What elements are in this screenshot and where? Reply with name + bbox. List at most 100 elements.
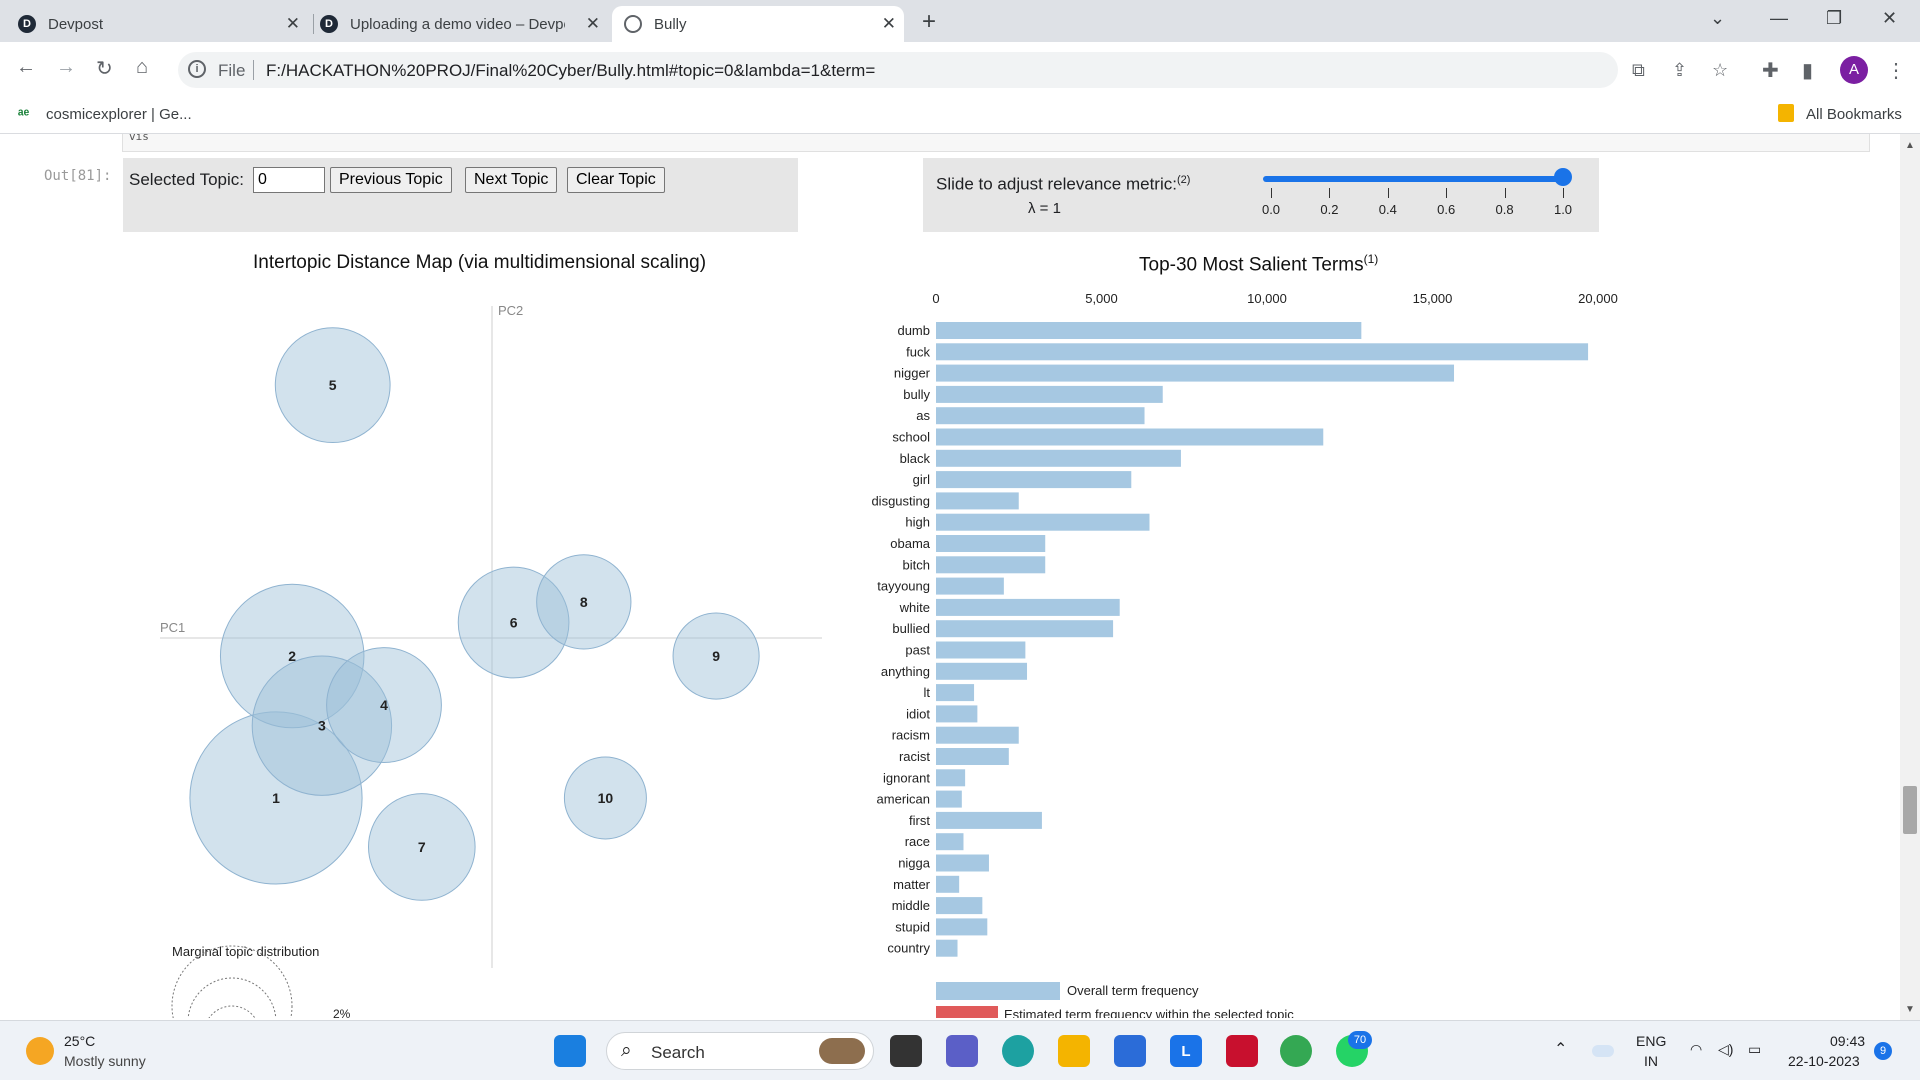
term-bar[interactable] bbox=[936, 322, 1362, 339]
star-icon[interactable]: ☆ bbox=[1712, 60, 1729, 80]
tab-bully[interactable]: Bully ✕ bbox=[612, 6, 904, 42]
selected-topic-input[interactable] bbox=[253, 167, 325, 193]
term-bar[interactable] bbox=[936, 918, 988, 936]
tray-chevron-icon[interactable]: ⌃ bbox=[1554, 1041, 1568, 1058]
term-label[interactable]: race bbox=[905, 834, 930, 849]
term-label[interactable]: middle bbox=[892, 898, 930, 913]
topic-circle-6[interactable] bbox=[457, 566, 570, 679]
close-icon[interactable]: ✕ bbox=[881, 14, 896, 33]
term-label[interactable]: school bbox=[892, 430, 930, 445]
term-bar[interactable] bbox=[936, 620, 1114, 638]
term-bar[interactable] bbox=[936, 705, 978, 723]
term-bar[interactable] bbox=[936, 662, 1028, 680]
term-bar[interactable] bbox=[936, 726, 1019, 744]
restore-button[interactable]: ❐ bbox=[1826, 8, 1843, 28]
term-label[interactable]: racist bbox=[899, 749, 930, 764]
topic-circle-7[interactable] bbox=[368, 793, 476, 901]
term-bar[interactable] bbox=[936, 407, 1145, 425]
l-app-icon[interactable]: L bbox=[1170, 1035, 1202, 1067]
topic-circle-3[interactable] bbox=[251, 655, 393, 796]
term-bar[interactable] bbox=[936, 471, 1132, 489]
term-label[interactable]: high bbox=[905, 515, 930, 530]
term-label[interactable]: nigger bbox=[894, 366, 931, 381]
side-panel-icon[interactable]: ▮ bbox=[1802, 60, 1814, 82]
term-bar[interactable] bbox=[936, 556, 1046, 574]
topic-circle-1[interactable] bbox=[189, 711, 363, 885]
clock-date[interactable]: 22-10-2023 bbox=[1788, 1053, 1860, 1069]
term-bar[interactable] bbox=[936, 428, 1324, 446]
windows-start-icon[interactable] bbox=[554, 1035, 586, 1067]
tab-search-chevron-icon[interactable]: ⌄ bbox=[1710, 8, 1726, 28]
term-label[interactable]: disgusting bbox=[871, 493, 930, 508]
notification-badge[interactable]: 9 bbox=[1874, 1042, 1892, 1060]
close-icon[interactable]: ✕ bbox=[585, 14, 600, 33]
home-icon[interactable]: ⌂ bbox=[136, 56, 149, 78]
term-bar[interactable] bbox=[936, 854, 989, 872]
topic-circle-10[interactable] bbox=[563, 756, 647, 840]
topic-circle-5[interactable] bbox=[274, 327, 391, 444]
back-icon[interactable]: ← bbox=[16, 56, 36, 78]
term-bar[interactable] bbox=[936, 641, 1026, 659]
weather-temp[interactable]: 25°C bbox=[64, 1033, 96, 1049]
term-bar[interactable] bbox=[936, 769, 966, 787]
term-label[interactable]: past bbox=[905, 643, 930, 658]
term-label[interactable]: as bbox=[916, 408, 930, 423]
store-icon[interactable] bbox=[1114, 1035, 1146, 1067]
term-label[interactable]: tayyoung bbox=[877, 579, 930, 594]
term-label[interactable]: racism bbox=[892, 728, 930, 743]
chrome-icon[interactable] bbox=[1280, 1035, 1312, 1067]
term-label[interactable]: bully bbox=[903, 387, 930, 402]
relevance-slider-track[interactable] bbox=[1263, 176, 1565, 182]
term-label[interactable]: white bbox=[899, 600, 930, 615]
taskbar-search[interactable]: ⌕ Search bbox=[606, 1032, 874, 1070]
term-label[interactable]: dumb bbox=[897, 323, 930, 338]
all-bookmarks[interactable]: All Bookmarks bbox=[1806, 106, 1902, 123]
term-label[interactable]: matter bbox=[893, 877, 931, 892]
relevance-slider-thumb[interactable] bbox=[1554, 168, 1572, 186]
tab-devpost-upload[interactable]: D Uploading a demo video – Devpost ✕ bbox=[320, 6, 608, 42]
term-label[interactable]: obama bbox=[890, 536, 931, 551]
region[interactable]: IN bbox=[1644, 1053, 1658, 1069]
term-bar[interactable] bbox=[936, 790, 962, 808]
term-label[interactable]: girl bbox=[913, 472, 930, 487]
term-bar[interactable] bbox=[936, 535, 1046, 552]
address-bar[interactable]: i File F:/HACKATHON%20PROJ/Final%20Cyber… bbox=[178, 52, 1728, 88]
term-label[interactable]: fuck bbox=[906, 344, 930, 359]
reload-icon[interactable]: ↻ bbox=[96, 58, 113, 80]
page-scrollbar[interactable] bbox=[1900, 134, 1920, 1020]
topic-circle-8[interactable] bbox=[536, 554, 632, 650]
term-label[interactable]: anything bbox=[881, 664, 930, 679]
term-bar[interactable] bbox=[936, 492, 1019, 510]
volume-icon[interactable]: ◁) bbox=[1718, 1041, 1734, 1057]
term-label[interactable]: ignorant bbox=[883, 770, 930, 785]
topic-circle-4[interactable] bbox=[326, 647, 442, 763]
term-label[interactable]: nigga bbox=[898, 856, 931, 871]
close-window-button[interactable]: ✕ bbox=[1882, 8, 1898, 28]
term-label[interactable]: black bbox=[900, 451, 931, 466]
term-bar[interactable] bbox=[936, 449, 1181, 467]
weather-desc[interactable]: Mostly sunny bbox=[64, 1053, 146, 1069]
teams-icon[interactable] bbox=[946, 1035, 978, 1067]
term-bar[interactable] bbox=[936, 748, 1009, 765]
term-bar[interactable] bbox=[936, 897, 983, 915]
mcafee-icon[interactable] bbox=[1226, 1035, 1258, 1067]
menu-icon[interactable]: ⋮ bbox=[1886, 60, 1906, 82]
onedrive-icon[interactable] bbox=[1592, 1045, 1614, 1057]
previous-topic-button[interactable]: Previous Topic bbox=[330, 167, 452, 193]
scroll-down-icon[interactable]: ▼ bbox=[1905, 1004, 1915, 1015]
info-icon[interactable]: i bbox=[188, 60, 206, 78]
term-label[interactable]: idiot bbox=[906, 706, 930, 721]
term-label[interactable]: lt bbox=[924, 685, 931, 700]
term-label[interactable]: first bbox=[909, 813, 930, 828]
term-bar[interactable] bbox=[936, 577, 1004, 595]
term-bar[interactable] bbox=[936, 875, 960, 893]
term-bar[interactable] bbox=[936, 364, 1455, 382]
clock-time[interactable]: 09:43 bbox=[1830, 1033, 1866, 1049]
wifi-icon[interactable]: ◠ bbox=[1690, 1041, 1703, 1057]
task-view-icon[interactable] bbox=[890, 1035, 922, 1067]
file-explorer-icon[interactable] bbox=[1058, 1035, 1090, 1067]
term-bar[interactable] bbox=[936, 939, 958, 957]
term-label[interactable]: bitch bbox=[903, 557, 930, 572]
term-bar[interactable] bbox=[936, 684, 975, 702]
close-icon[interactable]: ✕ bbox=[285, 14, 300, 33]
